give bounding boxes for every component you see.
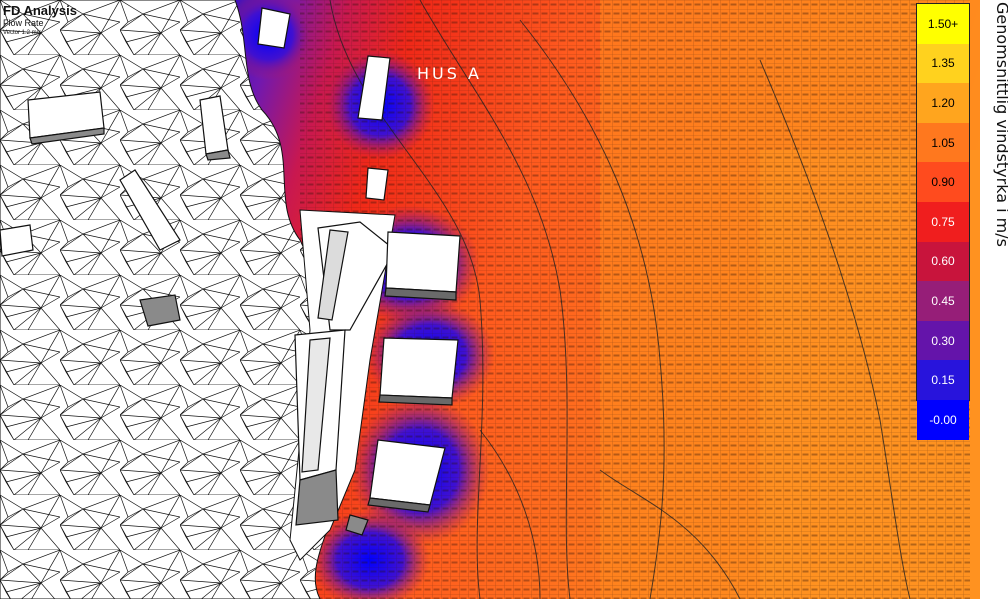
contour-lines [329, 0, 911, 599]
building-footprint-icon [0, 91, 231, 327]
analysis-title-block: FD Analysis Flow Rate Vector 1.2 m/s [3, 4, 77, 37]
analysis-title: FD Analysis [3, 3, 77, 18]
legend-item: 0.45 [917, 281, 969, 321]
building-label-hus-a: HUS A [417, 64, 482, 83]
legend-item: 0.60 [917, 241, 969, 282]
legend-item: 0.15 [917, 360, 969, 400]
legend-item: 1.35 [917, 43, 969, 84]
legend-item: 0.30 [917, 320, 969, 361]
legend-item: 0.90 [917, 162, 969, 202]
analysis-subtitle: Flow Rate [3, 18, 44, 28]
legend-title: Genomsnittlig vindstyrka i m/s [993, 2, 1008, 247]
legend-item: -0.00 [917, 399, 969, 440]
legend-item: 1.20 [917, 83, 969, 123]
analysis-scale-note: Vector 1.2 m/s [3, 30, 42, 36]
legend-item: 1.05 [917, 122, 969, 163]
legend-item: 0.75 [917, 201, 969, 242]
legend-item: 1.50+ [917, 4, 969, 44]
color-legend: 1.50+ 1.35 1.20 1.05 0.90 0.75 0.60 0.45 0.30 0.1… [916, 3, 970, 440]
building-row [257, 7, 461, 536]
